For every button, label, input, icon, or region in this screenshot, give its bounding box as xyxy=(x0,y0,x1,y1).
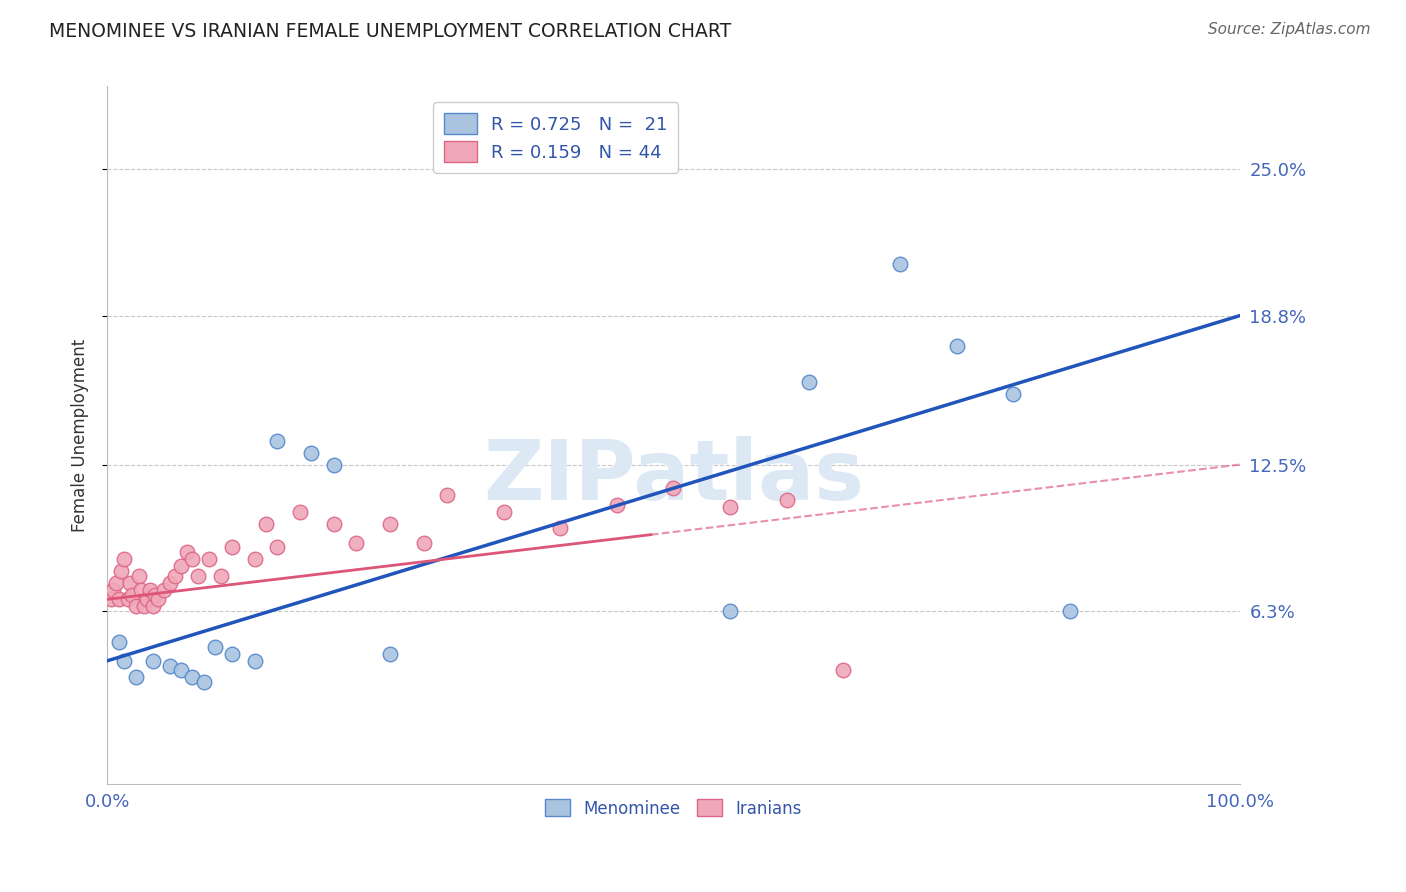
Point xyxy=(107,592,129,607)
Point xyxy=(288,505,311,519)
Point xyxy=(128,568,150,582)
Point xyxy=(380,516,402,531)
Point xyxy=(193,675,215,690)
Point xyxy=(142,654,165,668)
Point xyxy=(889,257,911,271)
Point xyxy=(1059,604,1081,618)
Text: ZIPatlas: ZIPatlas xyxy=(484,436,863,517)
Text: MENOMINEE VS IRANIAN FEMALE UNEMPLOYMENT CORRELATION CHART: MENOMINEE VS IRANIAN FEMALE UNEMPLOYMENT… xyxy=(49,22,731,41)
Point xyxy=(124,670,146,684)
Point xyxy=(148,592,170,607)
Point xyxy=(718,604,741,618)
Point xyxy=(204,640,226,654)
Point xyxy=(413,535,436,549)
Point xyxy=(121,588,143,602)
Legend: Menominee, Iranians: Menominee, Iranians xyxy=(538,793,808,824)
Point xyxy=(105,575,128,590)
Point xyxy=(132,599,155,614)
Point xyxy=(266,541,288,555)
Point xyxy=(1002,386,1025,401)
Point xyxy=(380,647,402,661)
Point xyxy=(799,375,821,389)
Point xyxy=(662,481,685,495)
Point xyxy=(143,588,166,602)
Point xyxy=(221,541,243,555)
Point xyxy=(776,493,799,508)
Point xyxy=(112,654,135,668)
Point xyxy=(254,516,277,531)
Point xyxy=(299,446,322,460)
Point xyxy=(110,564,132,578)
Point xyxy=(181,670,204,684)
Point xyxy=(181,552,204,566)
Point xyxy=(170,663,193,677)
Point xyxy=(124,599,146,614)
Point xyxy=(100,592,122,607)
Point xyxy=(176,545,198,559)
Point xyxy=(548,521,571,535)
Point xyxy=(322,516,344,531)
Point xyxy=(118,575,141,590)
Point xyxy=(718,500,741,515)
Point xyxy=(945,339,967,353)
Point xyxy=(221,647,243,661)
Point xyxy=(243,654,266,668)
Point xyxy=(142,599,165,614)
Point xyxy=(187,568,209,582)
Point xyxy=(107,635,129,649)
Point xyxy=(209,568,232,582)
Point xyxy=(344,535,367,549)
Point xyxy=(153,582,176,597)
Point xyxy=(832,663,855,677)
Point xyxy=(170,559,193,574)
Point xyxy=(159,575,181,590)
Point xyxy=(139,582,162,597)
Point xyxy=(117,592,139,607)
Point xyxy=(243,552,266,566)
Point xyxy=(322,458,344,472)
Y-axis label: Female Unemployment: Female Unemployment xyxy=(72,338,89,532)
Point xyxy=(112,552,135,566)
Point xyxy=(492,505,515,519)
Point xyxy=(101,582,124,597)
Text: Source: ZipAtlas.com: Source: ZipAtlas.com xyxy=(1208,22,1371,37)
Point xyxy=(136,592,159,607)
Point xyxy=(606,498,628,512)
Point xyxy=(159,658,181,673)
Point xyxy=(129,582,152,597)
Point xyxy=(198,552,221,566)
Point xyxy=(266,434,288,448)
Point xyxy=(436,488,458,502)
Point xyxy=(165,568,187,582)
